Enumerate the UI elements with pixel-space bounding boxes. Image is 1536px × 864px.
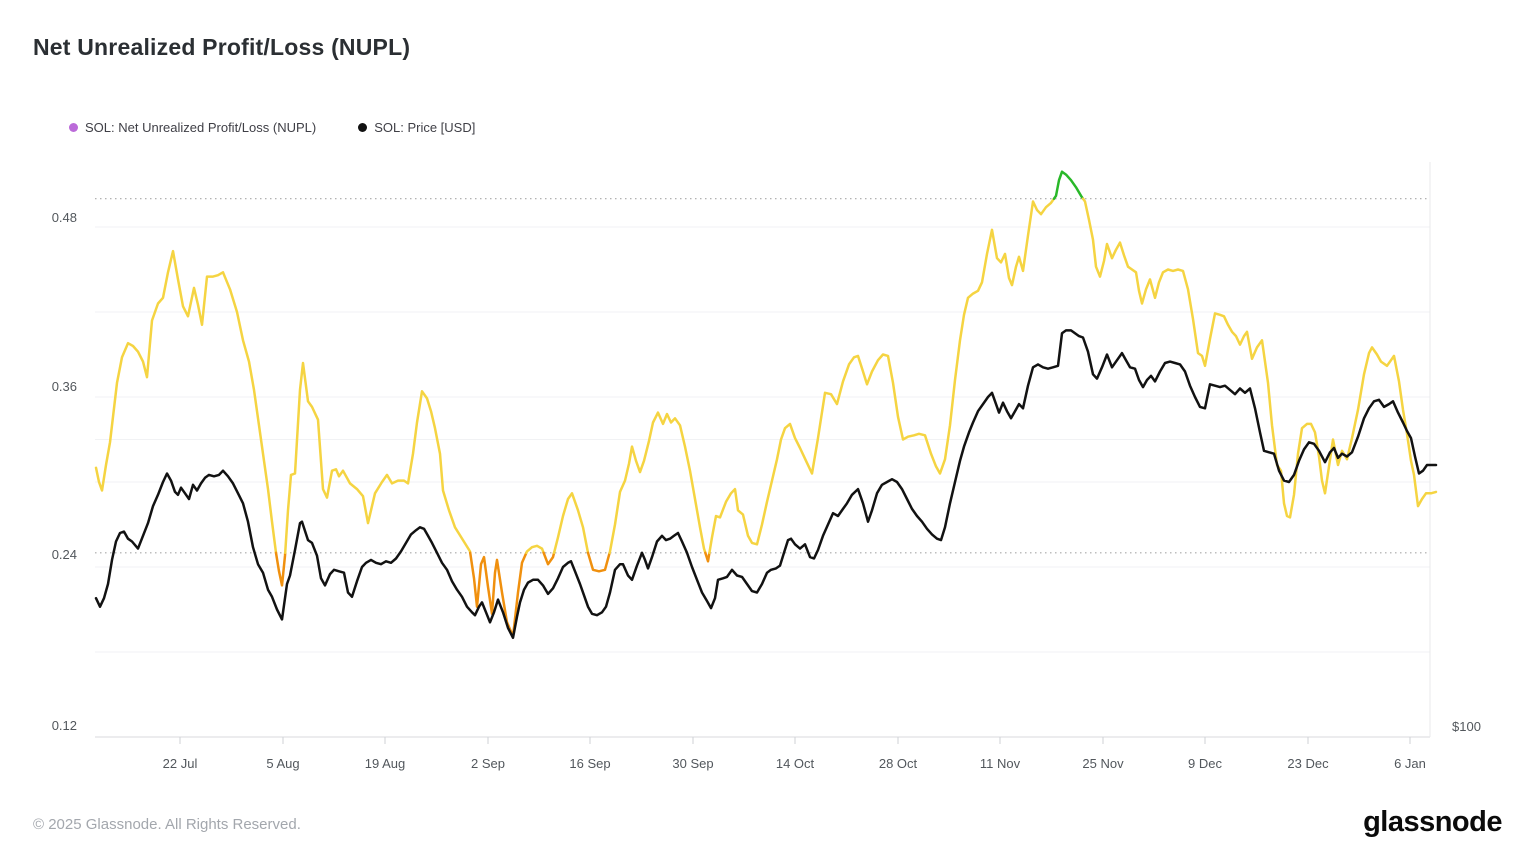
legend-label-price: SOL: Price [USD] bbox=[374, 120, 476, 135]
legend: SOL: Net Unrealized Profit/Loss (NUPL) S… bbox=[69, 120, 475, 135]
x-axis-label: 22 Jul bbox=[162, 756, 198, 771]
x-axis-label: 25 Nov bbox=[1082, 756, 1124, 771]
legend-label-nupl: SOL: Net Unrealized Profit/Loss (NUPL) bbox=[85, 120, 317, 135]
copyright-text: © 2025 Glassnode. All Rights Reserved. bbox=[33, 816, 301, 833]
legend-item-price[interactable]: SOL: Price [USD] bbox=[358, 120, 475, 135]
nupl-series-dot-icon bbox=[69, 123, 78, 132]
page-title: Net Unrealized Profit/Loss (NUPL) bbox=[33, 34, 411, 60]
glassnode-logo: glassnode bbox=[1363, 806, 1502, 838]
x-axis-label: 23 Dec bbox=[1287, 756, 1329, 771]
x-axis-label: 14 Oct bbox=[775, 756, 815, 771]
x-axis-label: 5 Aug bbox=[266, 756, 300, 771]
y-axis-label: 0.48 bbox=[51, 210, 77, 225]
x-axis-label: 2 Sep bbox=[471, 756, 505, 771]
x-axis-label: 30 Sep bbox=[672, 756, 714, 771]
y-axis-label: 0.36 bbox=[51, 379, 77, 394]
x-axis-label: 11 Nov bbox=[979, 756, 1021, 771]
price-series-dot-icon bbox=[358, 123, 368, 132]
right-axis-price-label: $100 bbox=[1452, 719, 1481, 734]
x-axis-label: 16 Sep bbox=[569, 756, 611, 771]
y-axis-label: 0.24 bbox=[51, 547, 77, 562]
x-axis-label: 6 Jan bbox=[1394, 756, 1426, 771]
x-axis-label: 19 Aug bbox=[364, 756, 406, 771]
y-axis-label: 0.12 bbox=[51, 718, 77, 733]
legend-item-nupl[interactable]: SOL: Net Unrealized Profit/Loss (NUPL) bbox=[69, 120, 316, 135]
x-axis-label: 9 Dec bbox=[1188, 756, 1222, 771]
x-axis-label: 28 Oct bbox=[878, 756, 918, 771]
